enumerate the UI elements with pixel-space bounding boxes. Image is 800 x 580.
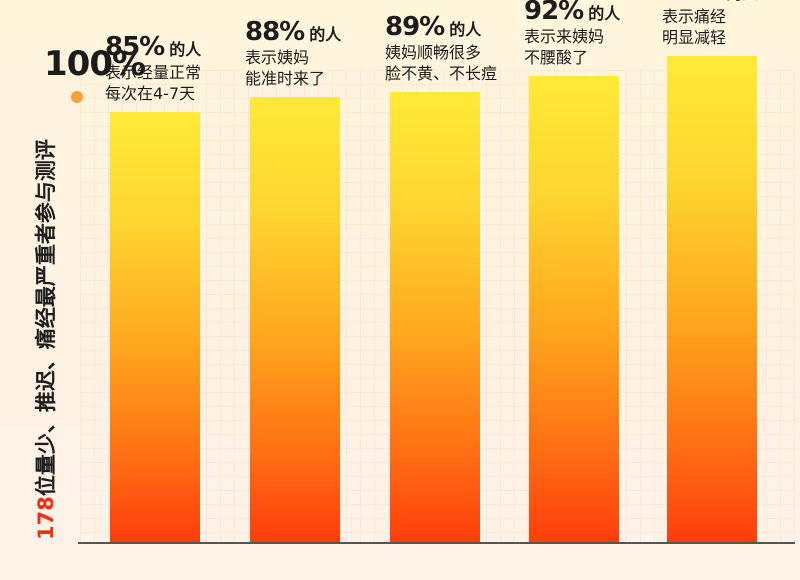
bar-2 [250, 97, 340, 542]
bar-unit-label: 的人 [588, 4, 621, 23]
bar-4 [529, 76, 619, 542]
bar-value-label: 88% [245, 17, 305, 47]
bar-description-line: 能准时来了 [245, 69, 326, 88]
bar-1 [110, 112, 200, 542]
y-axis-label-text: 位量少、推迟、痛经最严重者参与测评 [34, 139, 58, 497]
axis-marker-dot [71, 91, 83, 103]
y-axis-label: 178位量少、推迟、痛经最严重者参与测评 [30, 139, 60, 540]
x-axis-line [78, 542, 795, 544]
bar-value-label: 85% [105, 32, 165, 62]
bar-annotation-3: 89% 的人姨妈顺畅很多 脸不黄、不长痘 [385, 12, 497, 84]
bar-unit-label: 的人 [169, 40, 202, 59]
bar-annotation-4: 92% 的人表示来姨妈不腰酸了 [524, 0, 620, 68]
bar-description-line: 表示经量正常 [105, 63, 202, 82]
y-axis-top-label: 100% [44, 44, 146, 84]
bar-5 [667, 56, 757, 542]
bar-annotation-5: 96% 的人表示痛经明显减轻 [662, 0, 758, 48]
bar-description-line: 表示痛经 [662, 7, 727, 26]
bar-unit-label: 的人 [449, 20, 482, 39]
bar-unit-label: 的人 [726, 0, 758, 3]
bar-3 [390, 92, 480, 542]
bar-description-line: 明显减轻 [662, 28, 727, 47]
bar-annotation-2: 88% 的人表示姨妈能准时来了 [245, 17, 341, 89]
bar-description-line: 脸不黄、不长痘 [385, 64, 498, 83]
bar-value-label: 96% [662, 0, 722, 6]
bar-unit-label: 的人 [309, 25, 342, 44]
bar-annotation-1: 85% 的人表示经量正常 每次在4-7天 [105, 32, 201, 104]
y-axis-label-number: 178 [34, 496, 58, 540]
bar-value-label: 89% [385, 12, 445, 42]
bar-description-line: 姨妈顺畅很多 [385, 43, 482, 62]
bar-description-line: 表示来姨妈 [524, 27, 605, 46]
bar-description-line: 每次在4-7天 [105, 84, 196, 103]
bar-value-label: 92% [524, 0, 584, 26]
bar-description-line: 表示姨妈 [245, 48, 310, 67]
bar-description-line: 不腰酸了 [524, 48, 589, 67]
